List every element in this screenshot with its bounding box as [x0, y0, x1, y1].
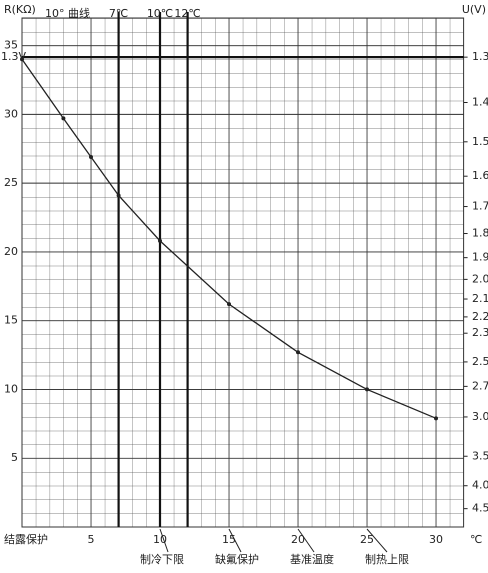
x-tick-label: 30 — [429, 533, 443, 546]
y2-tick-label: 1.9 — [472, 251, 488, 264]
y2-tick-label: 3.0 — [472, 410, 488, 423]
y2-tick-label: 2.1 — [472, 292, 488, 305]
point — [434, 416, 438, 421]
leader — [228, 528, 242, 553]
y2-tick-label: 1.5 — [472, 135, 488, 148]
y2-tick-label: 1.8 — [472, 227, 488, 240]
reference-label: 12℃ — [174, 7, 200, 20]
annotation: 结露保护 — [4, 532, 48, 546]
point — [20, 57, 24, 62]
y2-tick-label: 1.7 — [472, 200, 488, 213]
y2-tick-label: 3.5 — [472, 449, 488, 462]
x-unit: ℃ — [470, 533, 482, 546]
y-tick-label: 15 — [4, 314, 18, 327]
y2-tick-label: 4.5 — [472, 502, 488, 515]
point — [158, 238, 162, 243]
y2-tick-label: 2.3 — [472, 326, 488, 339]
x-tick-label: 25 — [360, 533, 374, 546]
y2-tick-label: 2.2 — [472, 310, 488, 323]
y2-tick-label: 4.0 — [472, 479, 488, 492]
annotation: 缺氟保护 — [215, 552, 259, 566]
point — [116, 193, 121, 198]
x-tick-label: 5 — [88, 533, 95, 546]
point — [365, 387, 369, 392]
y2-tick-label: 2.5 — [472, 355, 488, 368]
y-tick-label: 35 — [4, 39, 18, 52]
reference-label: 10℃ — [147, 7, 173, 20]
y-tick-label: 5 — [11, 451, 18, 464]
y2-tick-label: 2.7 — [472, 379, 488, 392]
y-tick-label: 30 — [4, 107, 18, 120]
y-tick-label: 10 — [4, 382, 18, 395]
y2-tick-label: 1.4 — [472, 96, 488, 109]
series-label: 10° 曲线 — [45, 6, 90, 20]
y2-tick-label: 2.0 — [472, 272, 488, 285]
plot-grid — [21, 17, 465, 528]
y2-axis-title: U(V) — [462, 3, 486, 16]
y-axis-title: R(KΩ) — [4, 3, 36, 16]
point — [61, 116, 66, 121]
point — [227, 302, 231, 307]
x-tick-label: 10 — [153, 533, 167, 546]
y2-tick-label: 1.3V — [472, 50, 488, 63]
x-tick-label: 20 — [291, 533, 305, 546]
annotation: 制冷下限 — [140, 553, 184, 566]
point — [296, 350, 300, 355]
leader — [159, 528, 169, 553]
annotation: 基准温度 — [290, 552, 334, 566]
reference-label: 7℃ — [109, 7, 128, 20]
y-tick-label: 20 — [4, 245, 18, 258]
x-tick-label: 15 — [222, 533, 236, 546]
annotation: 制热上限 — [365, 553, 409, 566]
y-tick-label: 25 — [4, 176, 18, 189]
leader — [297, 528, 315, 553]
point — [89, 154, 93, 159]
y2-tick-label: 1.6 — [472, 169, 488, 182]
leader — [366, 528, 388, 553]
